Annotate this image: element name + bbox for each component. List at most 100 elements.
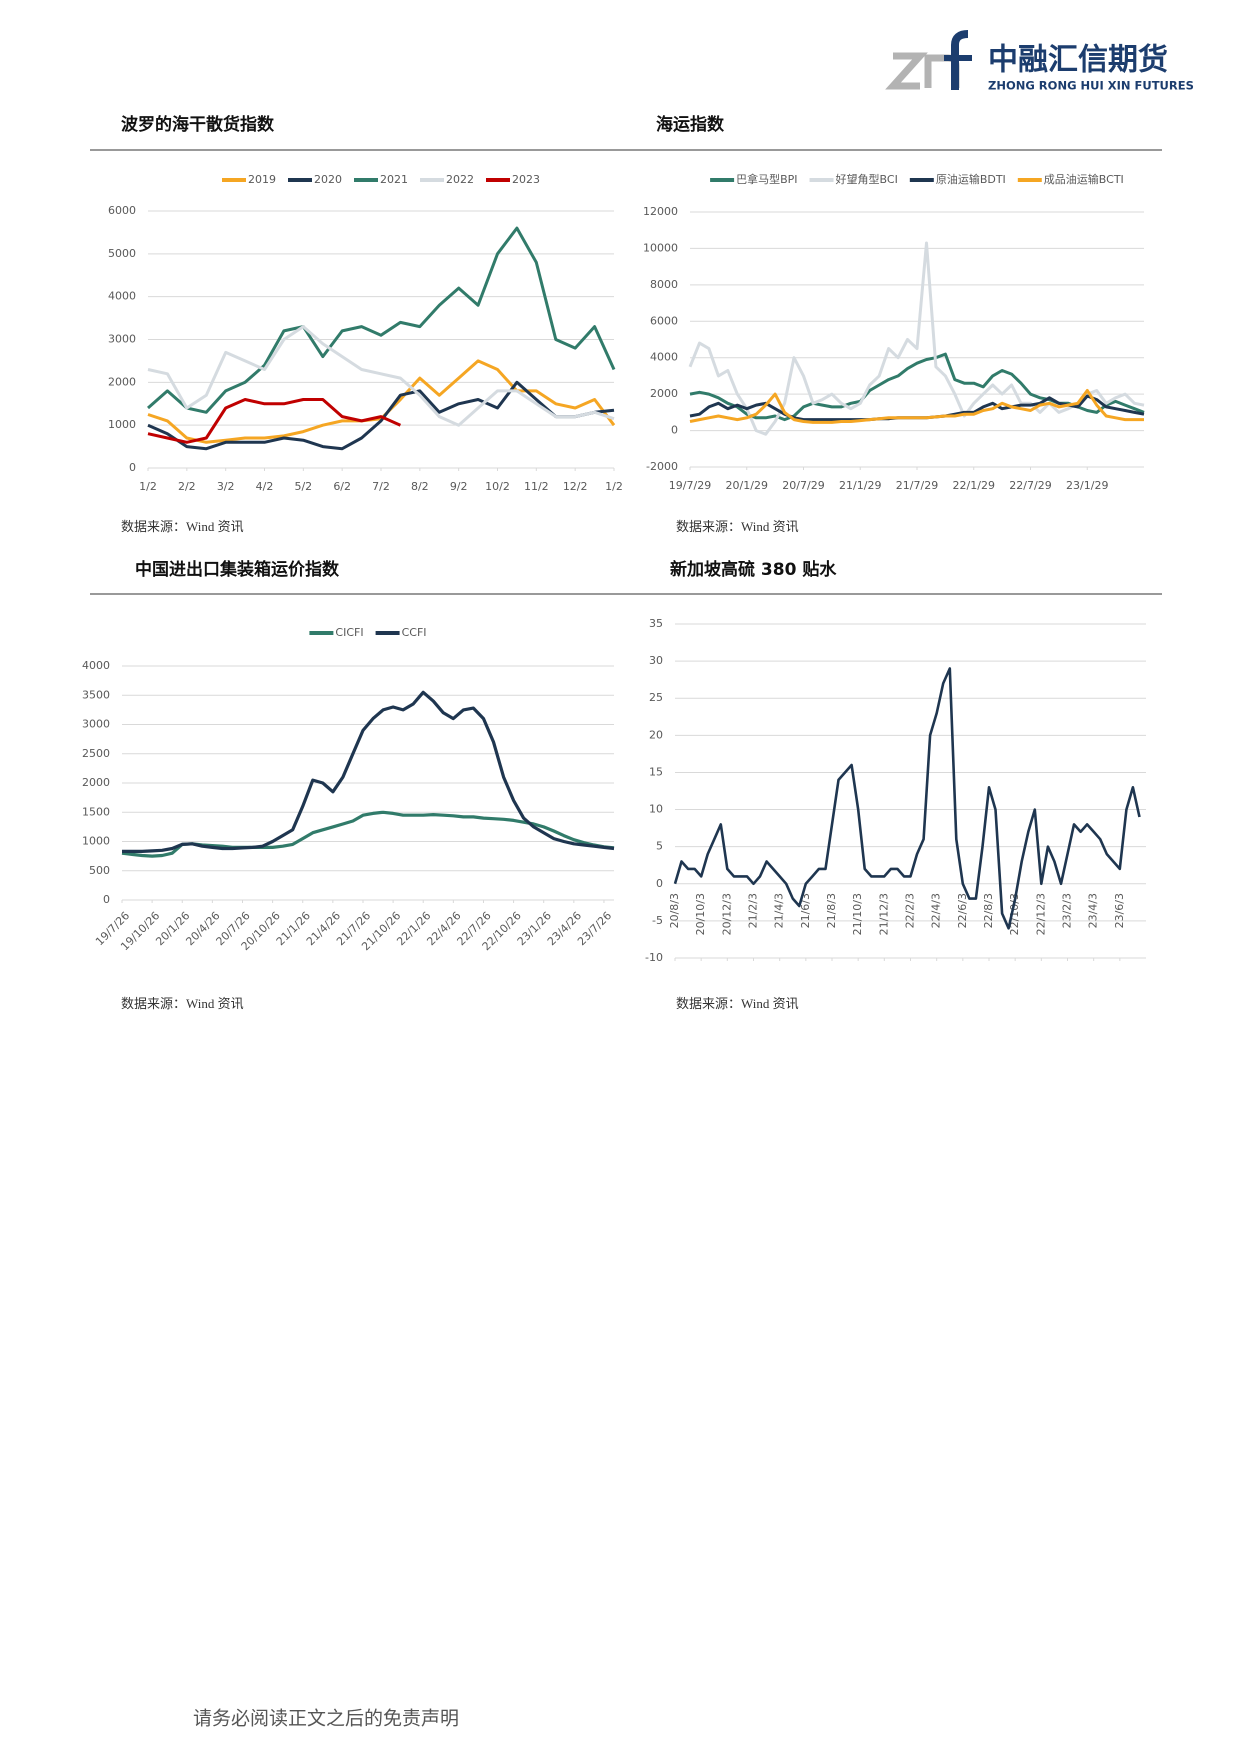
x-tick-label: 1/2 (139, 480, 157, 493)
x-tick-label: 23/6/3 (1113, 893, 1126, 928)
legend-label: 成品油运输BCTI (1044, 172, 1124, 186)
y-tick-label: 1500 (82, 805, 110, 818)
company-name-en: ZHONG RONG HUI XIN FUTURES (988, 79, 1194, 93)
x-tick-label: 9/2 (450, 480, 468, 493)
legend-label: 2023 (512, 173, 540, 186)
x-tick-label: 7/2 (372, 480, 390, 493)
legend-label: 原油运输BDTI (936, 172, 1006, 186)
x-tick-label: 23/1/29 (1066, 479, 1108, 492)
x-tick-label: 21/6/3 (799, 893, 812, 928)
y-tick-label: 4000 (650, 351, 678, 364)
y-tick-label: 10 (649, 803, 663, 816)
x-tick-label: 23/4/3 (1087, 893, 1100, 928)
x-tick-label: 21/4/3 (773, 893, 786, 928)
logo-z (885, 52, 928, 90)
series-line (121, 810, 615, 858)
y-tick-label: 6000 (650, 314, 678, 327)
x-tick-label: 20/12/3 (720, 893, 733, 935)
chart-title: 海运指数 (656, 114, 725, 135)
x-tick-label: 21/8/3 (825, 893, 838, 928)
x-tick-label: 19/7/29 (669, 479, 711, 492)
x-tick-label: 20/1/29 (726, 479, 768, 492)
y-tick-label: 3500 (82, 688, 110, 701)
y-tick-label: 500 (89, 864, 110, 877)
x-tick-label: 20/7/29 (782, 479, 824, 492)
x-tick-label: 22/8/3 (982, 893, 995, 928)
x-tick-label: 22/7/29 (1009, 479, 1051, 492)
chart-title: 波罗的海干散货指数 (121, 114, 275, 135)
logo (885, 30, 972, 90)
y-tick-label: 2000 (108, 375, 136, 388)
x-tick-label: 1/2 (605, 480, 623, 493)
y-tick-label: 30 (649, 654, 663, 667)
y-tick-label: -2000 (646, 460, 678, 473)
source-note: 数据来源：Wind 资讯 (676, 996, 799, 1011)
legend-label: 好望角型BCI (836, 172, 898, 186)
series-line (688, 241, 1145, 436)
y-tick-label: 4000 (108, 290, 136, 303)
series-line (147, 325, 615, 427)
y-tick-label: 2000 (650, 387, 678, 400)
y-tick-label: -5 (652, 914, 663, 927)
legend-label: 2020 (314, 173, 342, 186)
source-note: 数据来源：Wind 资讯 (121, 996, 244, 1011)
x-tick-label: 8/2 (411, 480, 429, 493)
x-tick-label: 2/2 (178, 480, 196, 493)
y-tick-label: 15 (649, 765, 663, 778)
x-tick-label: 21/7/29 (896, 479, 938, 492)
series-line (689, 352, 1145, 422)
legend-label: 巴拿马型BPI (736, 172, 797, 186)
y-tick-label: 25 (649, 691, 663, 704)
source-note: 数据来源：Wind 资讯 (121, 519, 244, 534)
y-tick-label: 6000 (108, 204, 136, 217)
legend: 巴拿马型BPI 好望角型BCI 原油运输BDTI 成品油运输BCTI (710, 172, 1124, 186)
y-tick-label: 35 (649, 617, 663, 630)
y-tick-label: 12000 (643, 205, 678, 218)
x-tick-label: 21/1/29 (839, 479, 881, 492)
x-tick-label: 20/10/3 (694, 893, 707, 935)
chart-title: 中国进出口集装箱运价指数 (135, 559, 340, 580)
y-tick-label: 0 (129, 461, 136, 474)
y-tick-label: 8000 (650, 278, 678, 291)
x-tick-label: 5/2 (294, 480, 312, 493)
x-tick-label: 20/8/3 (668, 893, 681, 928)
x-tick-label: 22/12/3 (1034, 893, 1047, 935)
y-tick-label: 1000 (82, 835, 110, 848)
series-line (147, 398, 402, 444)
y-tick-label: 0 (103, 893, 110, 906)
x-tick-label: 22/1/29 (953, 479, 995, 492)
x-tick-label: 12/2 (563, 480, 588, 493)
x-tick-label: 4/2 (256, 480, 274, 493)
logo-f (951, 30, 969, 90)
series-line (147, 380, 615, 451)
x-tick-label: 10/2 (485, 480, 510, 493)
x-tick-label: 21/2/3 (747, 893, 760, 928)
legend-label: 2019 (248, 173, 276, 186)
x-tick-label: 11/2 (524, 480, 549, 493)
disclaimer: 请务必阅读正文之后的免责声明 (193, 1707, 459, 1729)
y-tick-label: -10 (645, 951, 663, 964)
x-tick-label: 21/10/3 (851, 893, 864, 935)
legend-label: CCFI (402, 626, 427, 639)
x-tick-label: 6/2 (333, 480, 351, 493)
series-line (122, 690, 615, 853)
y-tick-label: 0 (656, 877, 663, 890)
y-tick-label: 20 (649, 728, 663, 741)
y-tick-label: 5000 (108, 247, 136, 260)
legend: CICFI CCFI (309, 626, 427, 639)
x-tick-label: 21/12/3 (877, 893, 890, 935)
y-tick-label: 3000 (108, 333, 136, 346)
legend-label: CICFI (335, 626, 363, 639)
source-note: 数据来源：Wind 资讯 (676, 519, 799, 534)
x-tick-label: 22/4/3 (930, 893, 943, 928)
legend-label: 2021 (380, 173, 408, 186)
y-tick-label: 2000 (82, 776, 110, 789)
legend-label: 2022 (446, 173, 474, 186)
y-tick-label: 0 (671, 424, 678, 437)
x-tick-label: 22/6/3 (956, 893, 969, 928)
x-tick-label: 3/2 (217, 480, 235, 493)
series-line (689, 394, 1145, 422)
y-tick-label: 10000 (643, 241, 678, 254)
y-tick-label: 5 (656, 840, 663, 853)
